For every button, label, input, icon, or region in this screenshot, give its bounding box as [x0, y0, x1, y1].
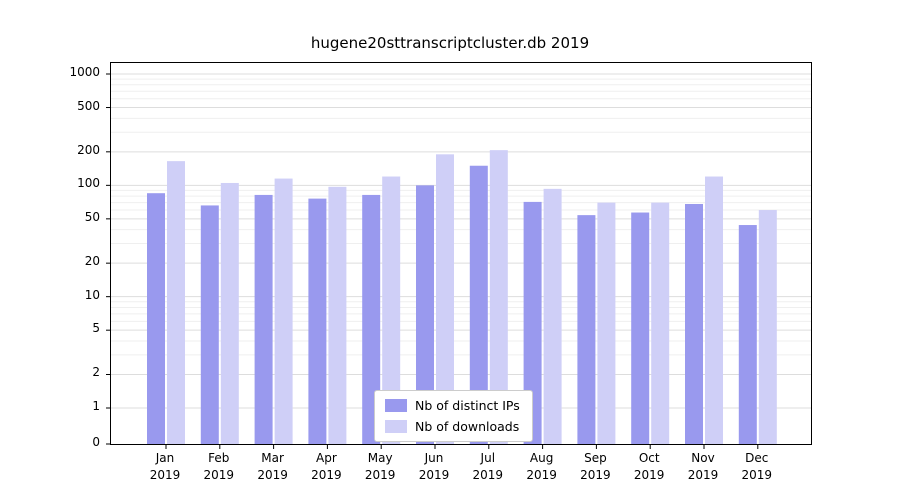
x-tick-label: Dec 2019 [741, 451, 773, 483]
bar-distinct-ips [147, 193, 165, 444]
y-tick-label: 0 [92, 435, 100, 449]
bar-downloads [543, 188, 562, 444]
x-tick-label: Mar 2019 [257, 451, 288, 483]
bar-downloads [489, 150, 508, 444]
bar-distinct-ips [308, 198, 327, 444]
y-tick-label: 100 [77, 176, 100, 191]
y-tick-label: 200 [77, 142, 100, 157]
legend-swatch-downloads [385, 420, 407, 433]
y-tick-label: 10 [84, 287, 100, 302]
x-tick-label: Jul 2019 [472, 451, 504, 483]
x-tick-label: Oct 2019 [633, 451, 665, 483]
bar-distinct-ips [631, 212, 650, 444]
y-tick-label: 1 [92, 399, 100, 413]
bar-downloads [220, 182, 239, 444]
bar-distinct-ips [469, 165, 488, 444]
y-tick-label: 50 [84, 209, 100, 224]
bar-downloads [651, 202, 670, 444]
chart-canvas [106, 73, 811, 449]
x-tick-label: Aug 2019 [526, 451, 557, 483]
bar-downloads [274, 178, 293, 444]
bar-distinct-ips [362, 194, 381, 444]
x-tick-label: Apr 2019 [311, 451, 342, 483]
legend-label-downloads: Nb of downloads [415, 419, 520, 434]
bar-distinct-ips [738, 225, 757, 444]
x-tick-label: May 2019 [364, 451, 396, 483]
legend-item-distinct-ips: Nb of distinct IPs [385, 398, 520, 413]
bar-downloads [167, 161, 185, 444]
y-tick-label: 500 [77, 98, 100, 113]
bar-distinct-ips [523, 201, 542, 444]
bar-downloads [705, 176, 723, 444]
chart-title: hugene20sttranscriptcluster.db 2019 [310, 34, 590, 52]
x-tick-label: Sep 2019 [580, 451, 611, 483]
bar-downloads [382, 176, 401, 444]
bar-downloads [758, 210, 777, 444]
bar-distinct-ips [577, 215, 596, 444]
bar-downloads [328, 186, 347, 444]
y-tick-label: 5 [92, 321, 100, 336]
y-tick-label: 1000 [69, 65, 100, 79]
legend-label-distinct-ips: Nb of distinct IPs [415, 398, 520, 413]
y-tick-label: 2 [92, 365, 100, 380]
bar-distinct-ips [416, 185, 434, 444]
x-tick-label: Feb 2019 [203, 451, 235, 483]
x-tick-label: Jan 2019 [149, 451, 181, 483]
bar-distinct-ips [685, 203, 703, 444]
y-tick-label: 20 [84, 254, 100, 269]
bar-downloads [597, 202, 616, 444]
legend-swatch-distinct-ips [385, 399, 407, 412]
chart-legend: Nb of distinct IPs Nb of downloads [374, 390, 533, 442]
legend-item-downloads: Nb of downloads [385, 419, 520, 434]
bar-downloads [436, 154, 454, 444]
bar-distinct-ips [254, 194, 273, 444]
chart-plot-area [106, 62, 812, 449]
x-tick-label: Nov 2019 [687, 451, 719, 483]
bar-distinct-ips [200, 205, 219, 444]
x-tick-label: Jun 2019 [418, 451, 450, 483]
